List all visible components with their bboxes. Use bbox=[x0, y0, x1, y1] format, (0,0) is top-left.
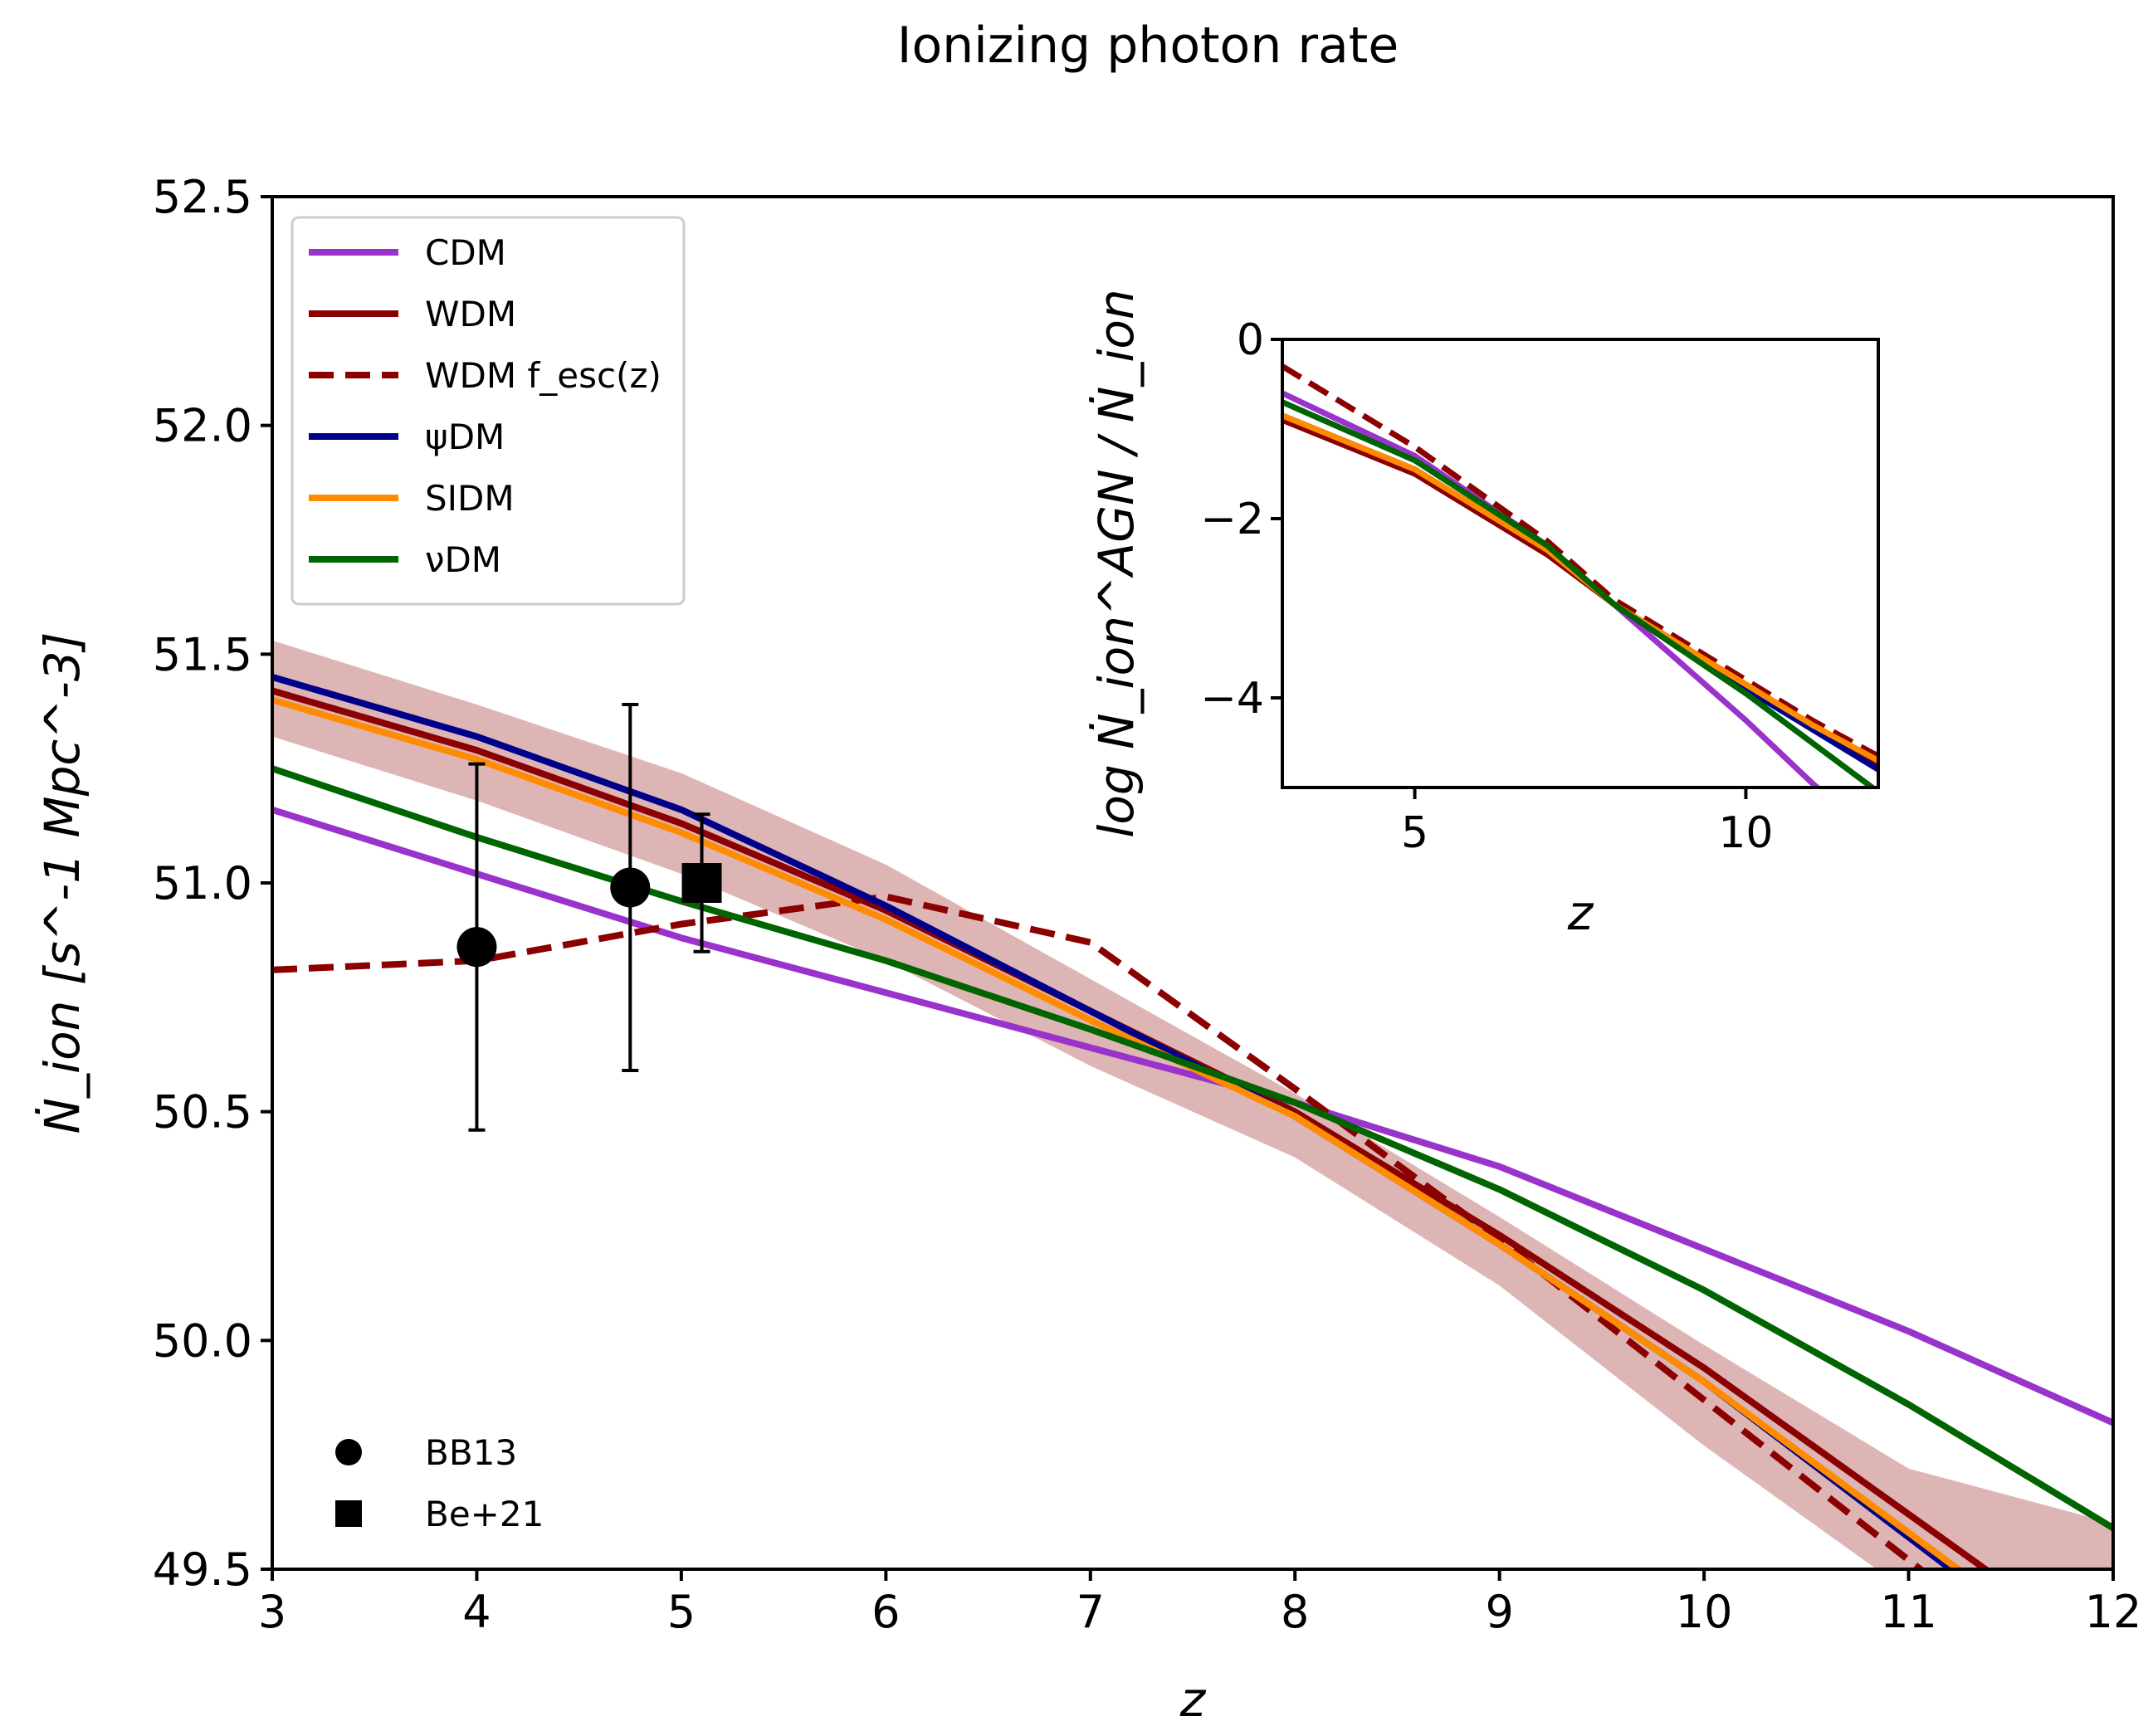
inset-series-line-wdm-f-esc-z bbox=[1282, 363, 1878, 759]
inset-y-tick-label: −2 bbox=[1200, 495, 1264, 544]
inset-x-axis: 5 10 bbox=[1401, 788, 1774, 858]
inset-y-tick-label: 0 bbox=[1237, 315, 1264, 365]
series-line-cdm bbox=[272, 806, 2113, 1426]
x-tick-label: 6 bbox=[871, 1586, 900, 1638]
series-line-dm bbox=[272, 765, 2113, 1531]
legend: CDM WDM WDM f_esc(z) ψDM SIDM νDM bbox=[290, 216, 686, 606]
x-tick-label: 7 bbox=[1076, 1586, 1105, 1638]
inset-y-axis-label: log Ṅ_ion^AGN / Ṅ_ion bbox=[1088, 289, 1145, 837]
series-line-wdm-f-esc-z bbox=[272, 893, 1926, 1569]
y-axis-label: Ṅ_ion [s^-1 Mpc^-3] bbox=[34, 632, 90, 1134]
legend-label-cdm: CDM bbox=[425, 232, 506, 273]
legend-label-dm: ψDM bbox=[425, 417, 505, 457]
inset-x-tick-label: 10 bbox=[1718, 808, 1773, 858]
x-tick-label: 12 bbox=[2085, 1586, 2142, 1638]
x-axis-label: z bbox=[1179, 1671, 1207, 1728]
x-tick-label: 10 bbox=[1676, 1586, 1733, 1638]
y-tick-label: 50.0 bbox=[153, 1314, 252, 1367]
x-tick-label: 9 bbox=[1485, 1586, 1513, 1638]
inset-background bbox=[1282, 339, 1878, 788]
marker-legend-label-bb13: BB13 bbox=[425, 1432, 517, 1473]
x-tick-label: 5 bbox=[667, 1586, 696, 1638]
x-tick-label: 11 bbox=[1880, 1586, 1937, 1638]
y-tick-label: 49.5 bbox=[153, 1543, 252, 1596]
data-point-bb13-0 bbox=[456, 927, 497, 968]
x-axis: 3 4 5 6 7 8 9 10 11 12 bbox=[258, 1569, 2142, 1638]
chart-title: Ionizing photon rate bbox=[897, 17, 1399, 75]
legend-label-dm: νDM bbox=[425, 539, 501, 580]
inset-x-axis-label: z bbox=[1567, 885, 1594, 941]
data-point-be-21-0 bbox=[681, 863, 722, 903]
marker-legend-symbol-bb13 bbox=[335, 1439, 362, 1465]
x-tick-label: 8 bbox=[1281, 1586, 1309, 1638]
legend-label-wdm: WDM bbox=[425, 294, 516, 334]
inset-series-line-dm bbox=[1282, 399, 1877, 788]
marker-legend: BB13 Be+21 bbox=[335, 1432, 544, 1534]
y-tick-label: 50.5 bbox=[153, 1086, 252, 1139]
legend-label-sidm: SIDM bbox=[425, 478, 515, 519]
y-axis: 49.5 50.0 50.5 51.0 51.5 52.0 52.5 bbox=[153, 171, 272, 1596]
y-tick-label: 51.5 bbox=[153, 628, 252, 680]
marker-legend-label-be-21: Be+21 bbox=[425, 1494, 544, 1534]
y-tick-label: 52.0 bbox=[153, 400, 252, 452]
inset-frame bbox=[1281, 338, 1880, 789]
inset-plot: 5 10 0 −2 −4 z log Ṅ_ion^AGN / Ṅ_ion bbox=[1088, 289, 1880, 941]
inset-series-line-cdm bbox=[1282, 390, 1822, 788]
inset-y-tick-label: −4 bbox=[1200, 674, 1264, 724]
marker-legend-symbol-be-21 bbox=[335, 1500, 362, 1527]
x-tick-label: 3 bbox=[258, 1586, 286, 1638]
y-tick-label: 52.5 bbox=[153, 171, 252, 223]
y-tick-label: 51.0 bbox=[153, 857, 252, 909]
data-point-bb13-1 bbox=[610, 867, 651, 908]
x-tick-label: 4 bbox=[462, 1586, 491, 1638]
legend-label-wdm-f-esc-z: WDM f_esc(z) bbox=[425, 355, 662, 396]
inset-x-tick-label: 5 bbox=[1401, 808, 1428, 858]
inset-y-axis: 0 −2 −4 bbox=[1200, 315, 1282, 724]
